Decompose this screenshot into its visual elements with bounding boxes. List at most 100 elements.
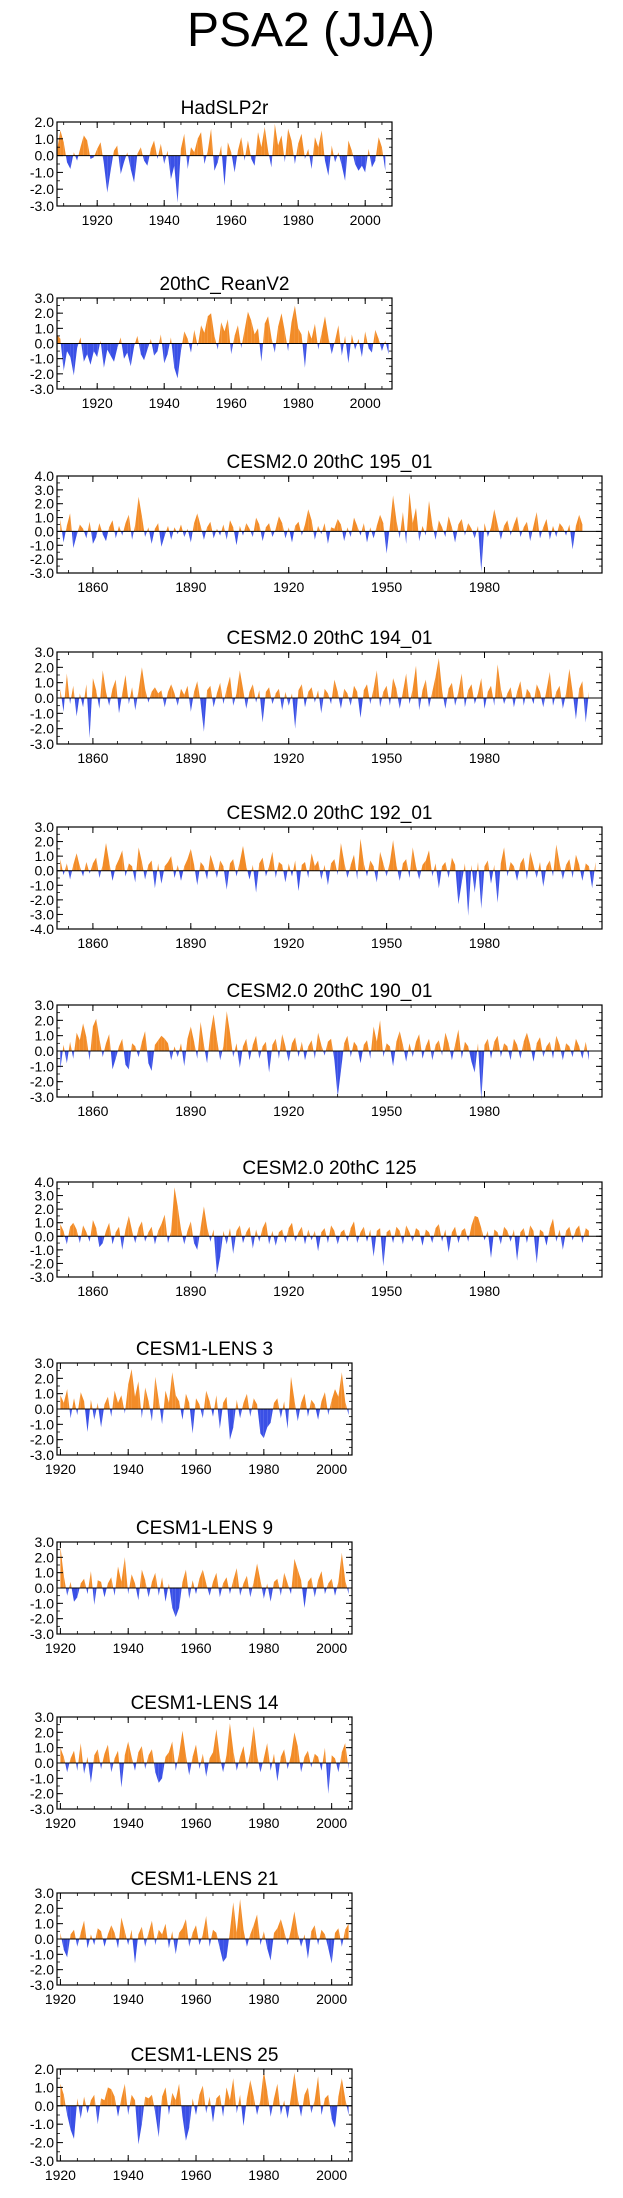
positive-area (338, 2078, 342, 2106)
negative-area (301, 531, 303, 536)
negative-area (116, 2105, 118, 2117)
positive-area (330, 145, 332, 156)
negative-area (231, 343, 234, 355)
positive-area (307, 2087, 311, 2106)
positive-area (187, 685, 190, 698)
negative-area (500, 531, 503, 540)
negative-area (220, 1236, 223, 1257)
negative-area (135, 1939, 138, 1964)
y-tick-label: 1.0 (35, 510, 55, 526)
positive-area (337, 152, 339, 156)
positive-area (422, 525, 425, 532)
positive-area (163, 866, 165, 871)
positive-area (461, 673, 464, 698)
negative-area (163, 1588, 166, 1602)
positive-area (402, 673, 407, 698)
negative-area (226, 1236, 229, 1245)
positive-area (80, 337, 82, 344)
positive-area (84, 1920, 87, 1939)
positive-area (156, 1929, 159, 1939)
positive-area (239, 670, 243, 698)
negative-area (109, 698, 111, 706)
positive-area (384, 1043, 387, 1051)
positive-area (294, 305, 299, 344)
negative-area (203, 155, 205, 164)
y-tick-label: -1.0 (30, 1416, 54, 1432)
positive-area (464, 1228, 467, 1237)
positive-area (289, 322, 292, 344)
positive-area (216, 1572, 219, 1588)
negative-area (513, 698, 516, 708)
positive-area (86, 862, 89, 871)
negative-area (295, 1409, 298, 1422)
positive-area (200, 862, 204, 871)
positive-area (489, 527, 491, 532)
positive-area (158, 1224, 162, 1237)
positive-area (303, 1756, 305, 1763)
negative-area (83, 870, 85, 877)
positive-area (429, 500, 433, 532)
positive-area (191, 1932, 193, 1939)
negative-area (134, 343, 135, 347)
positive-area (234, 325, 238, 344)
chart-title: CESM1-LENS 21 (131, 1869, 279, 1890)
positive-area (209, 1752, 213, 1763)
chart-title: CESM2.0 20thC 195_01 (227, 452, 433, 473)
negative-area (587, 1051, 589, 1061)
negative-area (562, 1051, 565, 1061)
positive-area (298, 133, 302, 156)
positive-area (84, 1401, 85, 1409)
negative-area (305, 1051, 308, 1061)
positive-area (569, 1046, 571, 1051)
negative-area (419, 698, 422, 711)
positive-area (191, 147, 195, 156)
negative-area (418, 698, 420, 711)
negative-area (419, 870, 422, 880)
negative-area (291, 1588, 292, 1595)
positive-area (63, 142, 66, 156)
negative-area (489, 1051, 491, 1059)
y-tick-label: 3.0 (35, 1709, 55, 1725)
negative-area (318, 1409, 321, 1420)
positive-area (274, 1928, 278, 1939)
y-tick-label: -2.0 (30, 1786, 54, 1802)
positive-area (137, 147, 141, 156)
positive-area (169, 337, 171, 344)
positive-area (263, 1931, 266, 1939)
negative-area (478, 1051, 482, 1101)
positive-area (246, 1575, 249, 1588)
negative-area (310, 2105, 312, 2114)
y-tick-label: -3.0 (30, 906, 54, 922)
negative-area (313, 531, 315, 540)
positive-area (566, 859, 570, 871)
positive-area (182, 1919, 186, 1939)
positive-area (79, 524, 84, 532)
positive-area (316, 1580, 319, 1588)
negative-area (367, 343, 369, 349)
negative-area (144, 155, 148, 166)
negative-area (409, 698, 411, 705)
positive-area (257, 690, 260, 698)
negative-area (240, 343, 242, 349)
positive-area (132, 687, 134, 698)
negative-area (419, 531, 422, 542)
y-tick-label: 3.0 (35, 1534, 55, 1550)
negative-area (327, 870, 330, 886)
negative-area (189, 698, 191, 712)
negative-area (90, 1763, 94, 1783)
positive-area (78, 147, 81, 156)
positive-area (383, 523, 385, 532)
positive-area (97, 1749, 100, 1763)
positive-area (370, 860, 374, 871)
positive-area (154, 1040, 159, 1051)
positive-area (526, 521, 529, 532)
negative-area (284, 155, 285, 163)
negative-area (404, 531, 407, 544)
positive-area (519, 1232, 521, 1237)
positive-area (166, 525, 168, 532)
negative-area (371, 343, 374, 353)
positive-area (460, 1230, 462, 1237)
y-tick-label: 1.0 (35, 1740, 55, 1756)
negative-area (155, 1939, 157, 1946)
positive-area (274, 123, 279, 156)
